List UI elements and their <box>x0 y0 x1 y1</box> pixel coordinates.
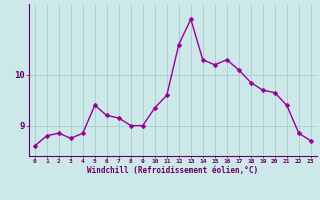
X-axis label: Windchill (Refroidissement éolien,°C): Windchill (Refroidissement éolien,°C) <box>87 166 258 175</box>
